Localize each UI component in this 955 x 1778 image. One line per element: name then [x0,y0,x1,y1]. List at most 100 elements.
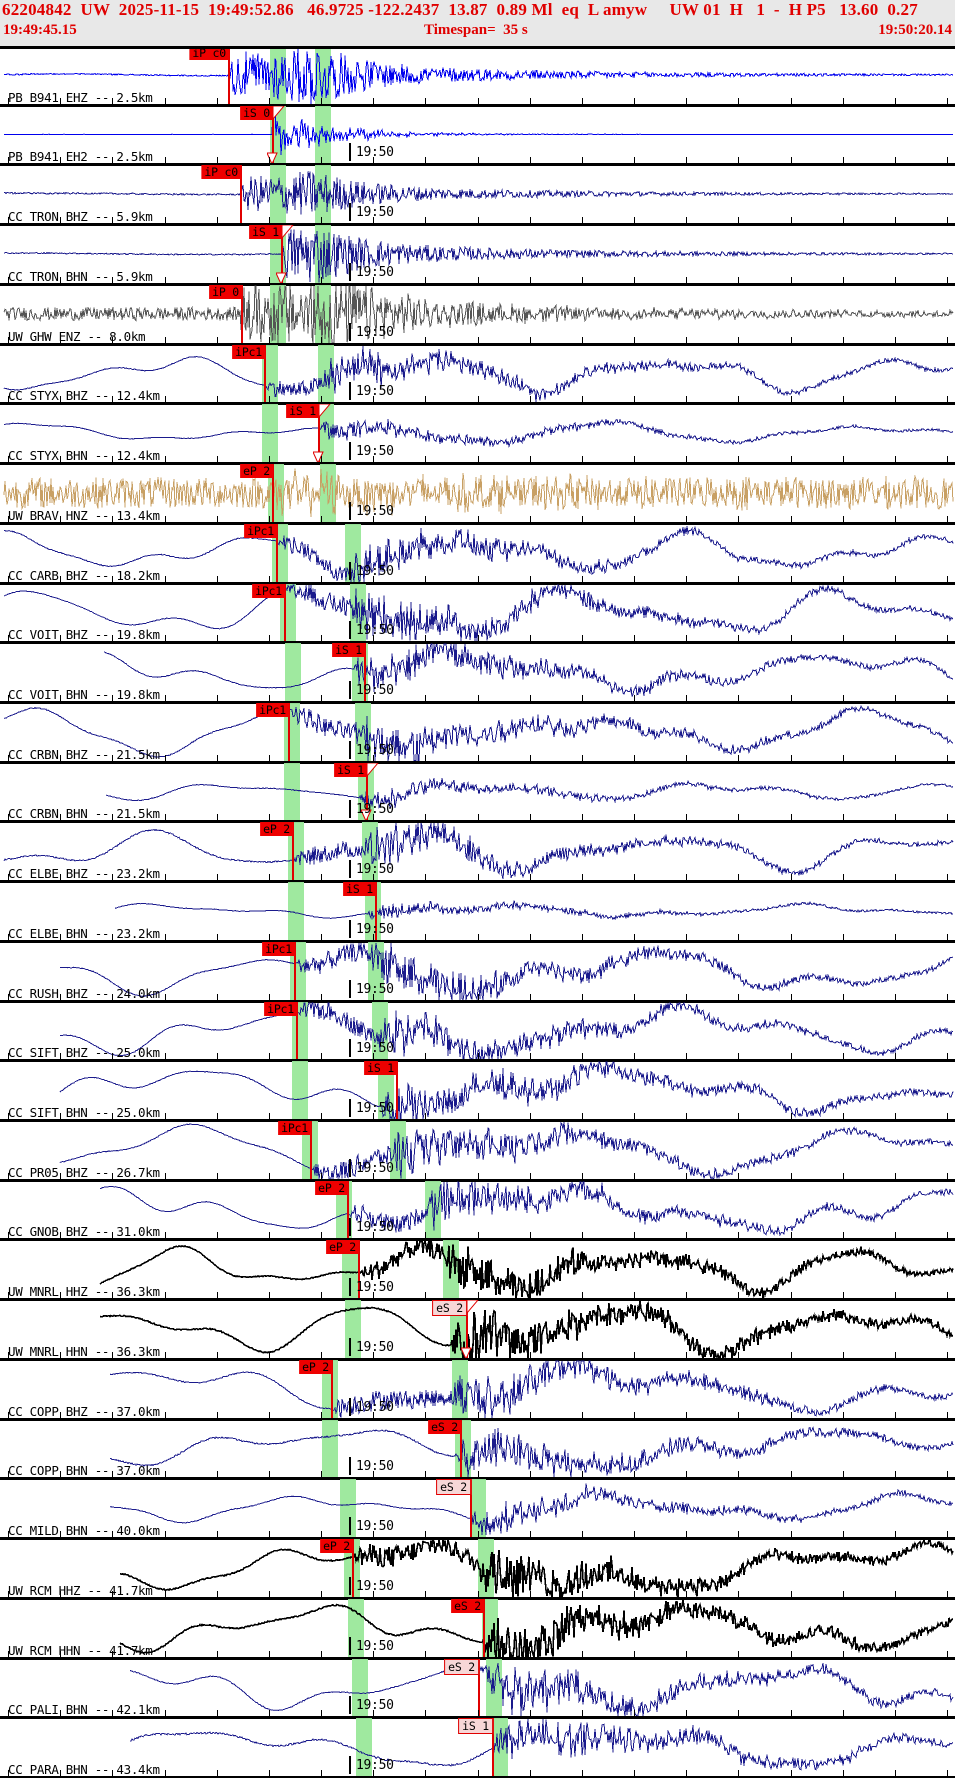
trace-row[interactable]: iP 0 19:50 UW GHW ENZ -- 8.0km [0,285,955,345]
trace-row[interactable]: iP c0 19:50 CC TRON BHZ -- 5.9km [0,165,955,225]
pick-phase-label[interactable]: eS 2 [451,1599,484,1613]
trace-row[interactable]: eS 2 19:50 CC COPP BHN -- 37.0km [0,1420,955,1479]
pick-phase-label[interactable]: iS 1 [343,882,376,896]
trace-row[interactable]: iP c0 PB B941 EHZ -- 2.5km [0,46,955,106]
pick-phase-label[interactable]: iS 1 [249,225,282,239]
pick-phase-label[interactable]: iPc1 [262,942,295,956]
pick-phase-label[interactable]: iS 1 [332,643,365,657]
trace-row[interactable]: eP 2 19:50 UW BRAV HNZ -- 13.4km [0,464,955,524]
trace-row[interactable]: iPc1 19:50 CC RUSH BHZ -- 24.0km [0,942,955,1002]
trace-row[interactable]: iPc1 19:50 CC STYX BHZ -- 12.4km [0,345,955,404]
pick-time-line [276,524,278,583]
trace-row[interactable]: iS 1 19:50 CC SIFT BHN -- 25.0km [0,1061,955,1121]
pick-phase-label[interactable]: iS 1 [458,1718,493,1734]
trace-row[interactable]: eP 2 19:50 CC GNOB BHZ -- 31.0km [0,1181,955,1240]
axis-tick [373,337,374,344]
trace-row[interactable]: iS 1 19:50 CC ELBE BHN -- 23.2km [0,882,955,942]
pick-time-line [241,285,243,344]
trace-row[interactable]: eS 2 19:50 UW MNRL HHN -- 36.3km [0,1300,955,1360]
trace-row[interactable]: iPc1 19:50 CC CARB BHZ -- 18.2km [0,524,955,584]
trace-row[interactable]: eS 2 19:50 CC MILD BHN -- 40.0km [0,1479,955,1539]
pick-phase-label[interactable]: iPc1 [244,524,277,538]
axis-tick [373,934,374,941]
pick-phase-label[interactable]: eP 2 [320,1539,353,1553]
pick-phase-label[interactable]: eS 2 [444,1659,479,1675]
time-axis-tick [349,323,351,341]
trace-row[interactable]: iPc1 19:50 CC CRBN BHZ -- 21.5km [0,703,955,763]
pick-phase-label[interactable]: iPc1 [232,345,265,359]
pick-phase-label[interactable]: eS 2 [428,1420,461,1434]
trace-panel[interactable]: iP c0 PB B941 EHZ -- 2.5km iS 0 19:50 PB B94… [0,46,955,1778]
axis-tick [373,1232,374,1239]
tick-row [0,1470,955,1478]
axis-tick [269,1113,270,1120]
trace-row[interactable]: iS 1 19:50 CC CRBN BHN -- 21.5km [0,763,955,822]
axis-tick [269,396,270,403]
trace-row[interactable]: iS 0 19:50 PB B941 EH2 -- 2.5km [0,106,955,165]
pick-phase-label[interactable]: eP 2 [240,464,273,478]
trace-row[interactable]: eP 2 19:50 UW MNRL HHZ -- 36.3km [0,1240,955,1300]
pick-phase-label[interactable]: eS 2 [436,1479,471,1495]
axis-tick [8,695,9,702]
trace-row[interactable]: iS 1 19:50 CC STYX BHN -- 12.4km [0,404,955,464]
trace-row[interactable]: eS 2 19:50 UW RCM HHN -- 41.7km [0,1599,955,1659]
station-channel-label: CC COPP BHZ -- 37.0km [8,1404,160,1419]
axis-tick [843,994,844,1001]
axis-tick [478,98,479,105]
tick-row [0,813,955,821]
axis-tick [165,635,166,642]
pick-time-line [294,942,296,1001]
row-separator [0,223,955,226]
trace-row[interactable]: iS 1 19:50 CC VOIT BHN -- 19.8km [0,643,955,703]
p-window-band [270,106,286,165]
pick-phase-label[interactable]: iS 1 [364,1061,397,1075]
waveform-trace [59,1121,954,1181]
tick-row [0,216,955,224]
waveform-trace [114,900,954,921]
axis-tick [686,516,687,523]
pick-phase-label[interactable]: iS 0 [240,106,273,120]
pick-phase-label[interactable]: iP c0 [189,46,229,60]
axis-tick [478,217,479,224]
trace-row[interactable]: iPc1 19:50 CC VOIT BHZ -- 19.8km [0,584,955,643]
s-window-band [478,1539,494,1599]
axis-tick [634,576,635,583]
trace-row[interactable]: iS 1 19:50 CC TRON BHN -- 5.9km [0,225,955,285]
axis-tick [217,157,218,164]
axis-tick [478,1770,479,1777]
pick-phase-label[interactable]: eS 2 [432,1300,467,1316]
trace-row[interactable]: eP 2 19:50 CC COPP BHZ -- 37.0km [0,1360,955,1420]
axis-tick [112,934,113,941]
trace-row[interactable]: eP 2 19:50 CC ELBE BHZ -- 23.2km [0,822,955,882]
time-axis-tick [349,502,351,520]
pick-phase-label[interactable]: iS 1 [286,404,319,418]
pick-phase-label[interactable]: iP c0 [201,165,241,179]
pick-phase-label[interactable]: iP 0 [209,285,242,299]
axis-tick [8,1053,9,1060]
axis-tick [738,1531,739,1538]
trace-row[interactable]: eS 2 19:50 CC PALI BHN -- 42.1km [0,1659,955,1718]
pick-phase-label[interactable]: iPc1 [252,584,285,598]
pick-phase-label[interactable]: eP 2 [326,1240,359,1254]
axis-tick [530,1651,531,1658]
pick-phase-label[interactable]: iPc1 [264,1002,297,1016]
trace-row[interactable]: eP 2 19:50 UW RCM HHZ -- 41.7km [0,1539,955,1599]
trace-row[interactable]: iS 1 19:50 CC PARA BHN -- 43.4km [0,1718,955,1778]
axis-tick [791,576,792,583]
pick-phase-label[interactable]: iS 1 [334,763,367,777]
axis-tick [738,1710,739,1717]
axis-tick [165,217,166,224]
pick-phase-label[interactable]: eP 2 [299,1360,332,1374]
pick-phase-label[interactable]: eP 2 [260,822,293,836]
station-channel-label: PB B941 EHZ -- 2.5km [8,90,153,105]
time-axis-tick [349,382,351,400]
pick-phase-label[interactable]: iPc1 [278,1121,311,1135]
pick-phase-label[interactable]: iPc1 [256,703,289,717]
axis-tick [947,874,948,881]
trace-row[interactable]: iPc1 19:50 CC PR05 BHZ -- 26.7km [0,1121,955,1181]
axis-tick [165,1651,166,1658]
axis-tick [8,1651,9,1658]
time-axis-label: 19:50 [356,1220,394,1235]
trace-row[interactable]: iPc1 19:50 CC SIFT BHZ -- 25.0km [0,1002,955,1061]
pick-phase-label[interactable]: eP 2 [315,1181,348,1195]
